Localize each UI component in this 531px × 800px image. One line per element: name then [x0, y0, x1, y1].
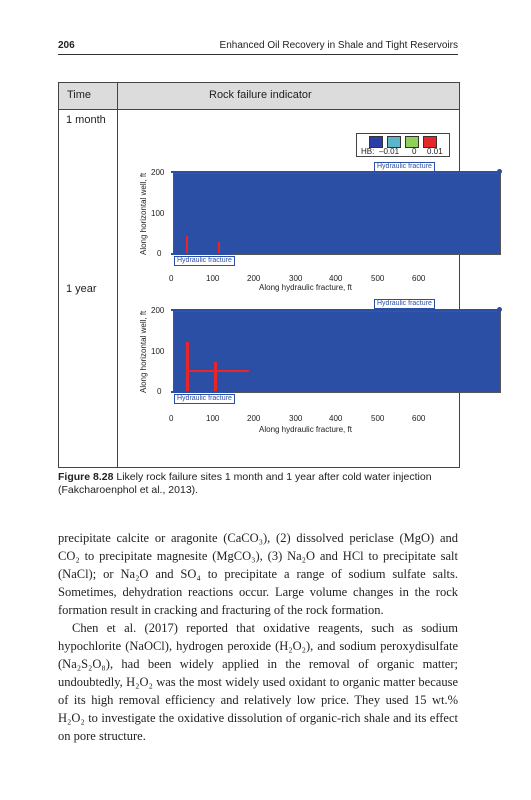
- col-rock-failure: Rock failure indicator: [209, 89, 312, 101]
- y-tick: 200: [151, 168, 165, 177]
- fracture-label: Hydraulic fracture: [174, 394, 235, 404]
- x-tick: 200: [247, 414, 261, 423]
- legend-swatch-2: [387, 136, 401, 148]
- figure-table-header: Time Rock failure indicator: [59, 83, 459, 110]
- figure-caption-text: Likely rock failure sites 1 month and 1 …: [58, 471, 432, 496]
- x-tick: 500: [371, 414, 385, 423]
- fracture-label: Hydraulic fracture: [174, 256, 235, 266]
- plot-1-year: [173, 311, 501, 393]
- fracture-endpoint: [497, 169, 502, 174]
- legend-value-1: –0.01: [379, 147, 400, 156]
- legend-swatch-3: [405, 136, 419, 148]
- x-tick: 300: [289, 414, 303, 423]
- legend-swatch-4: [423, 136, 437, 148]
- x-tick: 200: [247, 274, 261, 283]
- y-tick: 100: [151, 209, 165, 218]
- x-tick: 0: [169, 274, 174, 283]
- failure-site: [214, 362, 217, 392]
- fracture-endpoint: [497, 307, 502, 312]
- running-header: 206 Enhanced Oil Recovery in Shale and T…: [58, 40, 458, 55]
- legend-value-2: 0: [412, 147, 417, 156]
- running-title: Enhanced Oil Recovery in Shale and Tight…: [219, 40, 458, 51]
- y-tick: 100: [151, 347, 165, 356]
- x-axis-label: Along hydraulic fracture, ft: [259, 283, 352, 292]
- y-tick: 0: [157, 249, 162, 258]
- figure-caption: Figure 8.28 Likely rock failure sites 1 …: [58, 471, 458, 497]
- paragraph-2: Chen et al. (2017) reported that oxidati…: [58, 621, 458, 743]
- x-tick: 100: [206, 274, 220, 283]
- x-tick: 600: [412, 414, 426, 423]
- failure-site: [189, 370, 249, 372]
- x-tick: 400: [329, 414, 343, 423]
- legend-value-3: 0.01: [427, 147, 443, 156]
- y-axis-label: Along horizontal well, ft: [139, 310, 148, 393]
- y-axis-label: Along horizontal well, ft: [139, 172, 148, 255]
- fracture-line: [171, 391, 233, 393]
- page-number: 206: [58, 40, 75, 51]
- fracture-line: [171, 309, 501, 311]
- x-tick: 500: [371, 274, 385, 283]
- y-tick: 0: [157, 387, 162, 396]
- x-tick: 100: [206, 414, 220, 423]
- paragraph-1: precipitate calcite or aragonite (CaCO₃)…: [58, 531, 458, 617]
- x-tick: 400: [329, 274, 343, 283]
- failure-site: [186, 236, 188, 254]
- figure-table: Time Rock failure indicator 1 month 1 ye…: [58, 82, 502, 468]
- figure-label: Figure 8.28: [58, 471, 114, 483]
- failure-site: [218, 242, 220, 254]
- fracture-label: Hydraulic fracture: [374, 162, 435, 172]
- color-legend: HB: –0.01 0 0.01: [356, 133, 450, 157]
- x-tick: 600: [412, 274, 426, 283]
- legend-label: HB:: [361, 147, 375, 156]
- fracture-label: Hydraulic fracture: [374, 299, 435, 309]
- fracture-line: [171, 253, 233, 255]
- x-axis-label: Along hydraulic fracture, ft: [259, 425, 352, 434]
- body-text: precipitate calcite or aragonite (CaCO₃)…: [58, 529, 458, 745]
- x-tick: 0: [169, 414, 174, 423]
- x-tick: 300: [289, 274, 303, 283]
- row-label-1-year: 1 year: [66, 283, 97, 295]
- col-time: Time: [67, 89, 92, 101]
- fracture-line: [171, 171, 501, 173]
- row-label-1-month: 1 month: [66, 114, 106, 126]
- y-tick: 200: [151, 306, 165, 315]
- failure-site: [186, 342, 189, 392]
- legend-swatch-1: [369, 136, 383, 148]
- column-divider: [117, 83, 118, 467]
- plot-1-month: [173, 173, 501, 255]
